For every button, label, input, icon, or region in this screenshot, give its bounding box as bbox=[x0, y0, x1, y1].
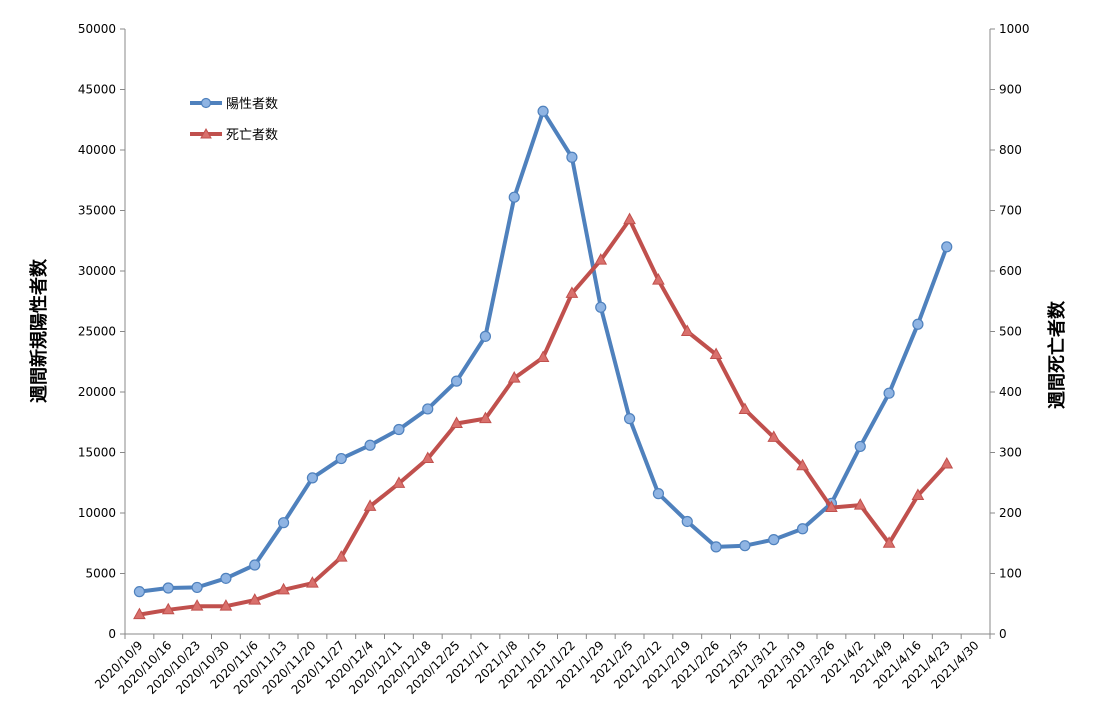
y-tick-label-right: 100 bbox=[999, 567, 1022, 581]
data-point-positives bbox=[479, 330, 492, 342]
data-point-positives bbox=[277, 517, 290, 529]
y-tick-label-left: 35000 bbox=[78, 204, 116, 218]
data-point-positives bbox=[652, 488, 665, 500]
y-tick-label-right: 400 bbox=[999, 385, 1022, 399]
data-point-deaths bbox=[334, 550, 348, 562]
y-tick-label-right: 200 bbox=[999, 506, 1022, 520]
y-tick-label-left: 50000 bbox=[78, 22, 116, 36]
data-point-positives bbox=[191, 581, 203, 594]
data-point-deaths bbox=[709, 347, 723, 359]
data-point-deaths bbox=[652, 273, 665, 285]
y-tick-label-left: 15000 bbox=[78, 446, 116, 460]
data-point-positives bbox=[249, 559, 261, 571]
y-tick-label-left: 40000 bbox=[78, 143, 116, 157]
legend: 陽性者数 死亡者数 bbox=[190, 97, 278, 143]
data-point-positives bbox=[220, 572, 232, 584]
data-point-deaths bbox=[825, 500, 838, 513]
y-tick-label-right: 800 bbox=[999, 143, 1022, 157]
data-point-deaths bbox=[392, 476, 406, 488]
y-tick-label-right: 1000 bbox=[999, 22, 1030, 36]
data-point-positives bbox=[162, 582, 174, 594]
data-point-deaths bbox=[767, 430, 781, 442]
data-point-positives bbox=[623, 413, 636, 425]
data-point-positives bbox=[796, 523, 809, 535]
y-tick-label-left: 0 bbox=[108, 627, 116, 641]
data-point-deaths bbox=[680, 324, 694, 336]
data-point-deaths bbox=[450, 416, 463, 428]
data-point-deaths bbox=[738, 402, 752, 415]
data-point-positives bbox=[537, 105, 549, 117]
data-point-deaths bbox=[306, 576, 319, 588]
data-point-positives bbox=[508, 191, 520, 203]
legend-label-deaths: 死亡者数 bbox=[226, 128, 278, 143]
data-point-deaths bbox=[623, 212, 636, 225]
data-point-positives bbox=[422, 403, 434, 415]
data-point-deaths bbox=[507, 371, 521, 383]
legend-marker-deaths bbox=[200, 127, 212, 139]
y-tick-label-left: 20000 bbox=[78, 385, 116, 399]
data-point-deaths bbox=[219, 599, 233, 611]
data-point-positives bbox=[912, 318, 924, 330]
data-point-deaths bbox=[911, 488, 925, 500]
y-tick-label-left: 10000 bbox=[78, 506, 116, 520]
y-tick-label-right: 700 bbox=[999, 204, 1022, 218]
data-point-positives bbox=[710, 541, 722, 553]
data-point-positives bbox=[739, 540, 751, 552]
data-point-positives bbox=[450, 375, 463, 387]
data-point-deaths bbox=[565, 286, 579, 298]
y-tick-label-left: 5000 bbox=[85, 567, 116, 581]
data-point-deaths bbox=[796, 458, 809, 471]
legend-label-positives: 陽性者数 bbox=[226, 97, 278, 112]
data-point-positives bbox=[883, 387, 895, 399]
y-tick-label-left: 30000 bbox=[78, 264, 116, 278]
data-point-positives bbox=[941, 241, 953, 253]
data-point-deaths bbox=[190, 599, 204, 611]
data-point-positives bbox=[566, 151, 578, 163]
data-point-positives bbox=[393, 423, 405, 436]
y-axis-label-left: 週間新規陽性者数 bbox=[28, 258, 50, 403]
axes: 0500010000150002000025000300003500040000… bbox=[78, 22, 1030, 697]
data-point-positives bbox=[681, 515, 693, 528]
data-point-positives bbox=[335, 452, 347, 465]
data-point-deaths bbox=[248, 593, 262, 605]
y-axis-label-right: 週間死亡者数 bbox=[1046, 300, 1068, 409]
data-point-positives bbox=[364, 439, 376, 451]
y-tick-label-right: 300 bbox=[999, 446, 1022, 460]
data-point-positives bbox=[595, 301, 607, 313]
y-tick-label-left: 45000 bbox=[78, 83, 116, 97]
y-tick-label-right: 600 bbox=[999, 264, 1022, 278]
data-point-deaths bbox=[133, 607, 146, 620]
y-tick-label-right: 500 bbox=[999, 325, 1022, 339]
data-point-positives bbox=[133, 586, 146, 598]
data-point-deaths bbox=[940, 456, 954, 469]
series-layer bbox=[133, 105, 954, 620]
legend-marker-positives bbox=[200, 97, 212, 109]
data-point-positives bbox=[306, 472, 319, 484]
y-tick-label-right: 0 bbox=[999, 627, 1007, 641]
data-point-deaths bbox=[363, 499, 377, 511]
data-point-positives bbox=[768, 534, 780, 546]
data-point-positives bbox=[854, 440, 866, 453]
data-point-deaths bbox=[277, 582, 290, 595]
data-point-deaths bbox=[421, 451, 435, 464]
data-point-deaths bbox=[161, 602, 175, 615]
y-tick-label-right: 900 bbox=[999, 83, 1022, 97]
data-point-deaths bbox=[882, 536, 896, 548]
data-point-deaths bbox=[536, 350, 550, 363]
data-point-deaths bbox=[853, 498, 867, 510]
y-tick-label-left: 25000 bbox=[78, 325, 116, 339]
data-point-deaths bbox=[594, 253, 608, 265]
data-point-deaths bbox=[479, 411, 492, 424]
